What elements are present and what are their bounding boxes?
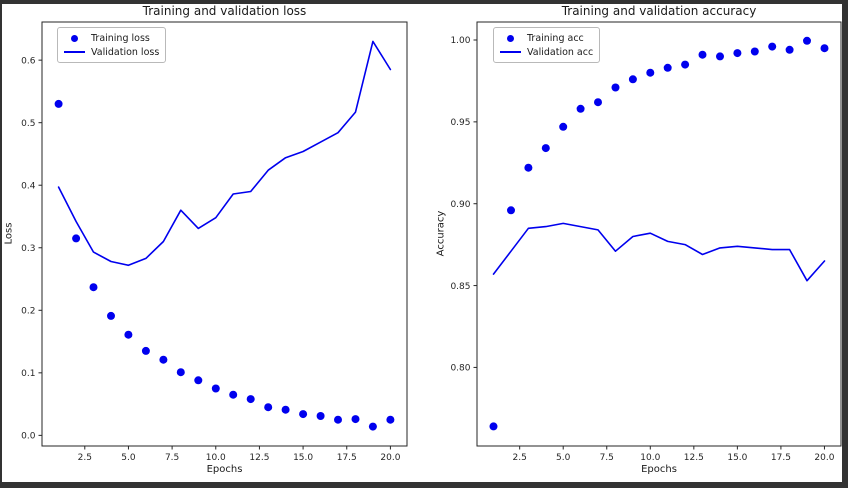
svg-text:0.3: 0.3: [21, 244, 35, 254]
svg-text:0.1: 0.1: [21, 369, 35, 379]
scatter-marker-icon: [71, 34, 78, 42]
svg-text:12.5: 12.5: [249, 453, 269, 463]
line-marker-icon: [500, 51, 521, 53]
svg-text:0.0: 0.0: [21, 432, 36, 442]
legend-entry-training-loss: Training loss: [64, 31, 159, 45]
line-marker-icon: [64, 51, 85, 53]
scatter-marker-icon: [507, 34, 514, 42]
svg-text:2.5: 2.5: [78, 453, 92, 463]
legend-label: Validation acc: [527, 46, 594, 58]
svg-text:1.00: 1.00: [450, 36, 470, 46]
svg-text:20.0: 20.0: [380, 453, 400, 463]
svg-text:2.5: 2.5: [513, 453, 527, 463]
svg-text:15.0: 15.0: [727, 453, 747, 463]
svg-text:20.0: 20.0: [814, 453, 834, 463]
svg-text:17.5: 17.5: [337, 453, 357, 463]
svg-text:0.6: 0.6: [21, 56, 36, 66]
svg-text:5.0: 5.0: [556, 453, 571, 463]
svg-text:0.90: 0.90: [450, 200, 470, 210]
svg-text:0.95: 0.95: [450, 118, 470, 128]
svg-text:0.5: 0.5: [21, 119, 35, 129]
svg-text:10.0: 10.0: [640, 453, 660, 463]
accuracy-y-axis-label: Accuracy: [435, 210, 447, 257]
legend-entry-training-acc: Training acc: [500, 31, 593, 45]
accuracy-legend: Training acc Validation acc: [493, 27, 601, 63]
svg-text:5.0: 5.0: [121, 453, 136, 463]
loss-chart-title: Training and validation loss: [142, 4, 307, 18]
svg-text:15.0: 15.0: [293, 453, 313, 463]
svg-text:7.5: 7.5: [600, 453, 614, 463]
loss-legend: Training loss Validation loss: [57, 27, 167, 63]
figure-canvas: 2.5 5.0 7.5 10.0 12.5 15.0 17.5 20.0 0.0 0.1 0.2 0.…: [2, 4, 842, 482]
svg-text:10.0: 10.0: [206, 453, 226, 463]
legend-label: Training acc: [527, 32, 584, 44]
accuracy-chart-title: Training and validation accuracy: [561, 4, 757, 18]
charts-canvas: 2.5 5.0 7.5 10.0 12.5 15.0 17.5 20.0 0.0 0.1 0.2 0.…: [21, 21, 842, 463]
legend-label: Validation loss: [91, 46, 160, 58]
svg-text:0.80: 0.80: [450, 364, 470, 374]
legend-label: Training loss: [91, 32, 150, 44]
svg-text:7.5: 7.5: [165, 453, 179, 463]
svg-text:0.2: 0.2: [21, 306, 35, 316]
legend-entry-validation-acc: Validation acc: [500, 45, 593, 59]
svg-text:0.4: 0.4: [21, 181, 36, 191]
loss-y-axis-label: Loss: [3, 222, 15, 245]
legend-entry-validation-loss: Validation loss: [64, 45, 159, 59]
svg-text:12.5: 12.5: [684, 453, 704, 463]
loss-x-axis-label: Epochs: [206, 464, 243, 475]
accuracy-x-axis-label: Epochs: [641, 464, 677, 475]
svg-text:17.5: 17.5: [771, 453, 791, 463]
svg-text:0.85: 0.85: [450, 282, 470, 292]
